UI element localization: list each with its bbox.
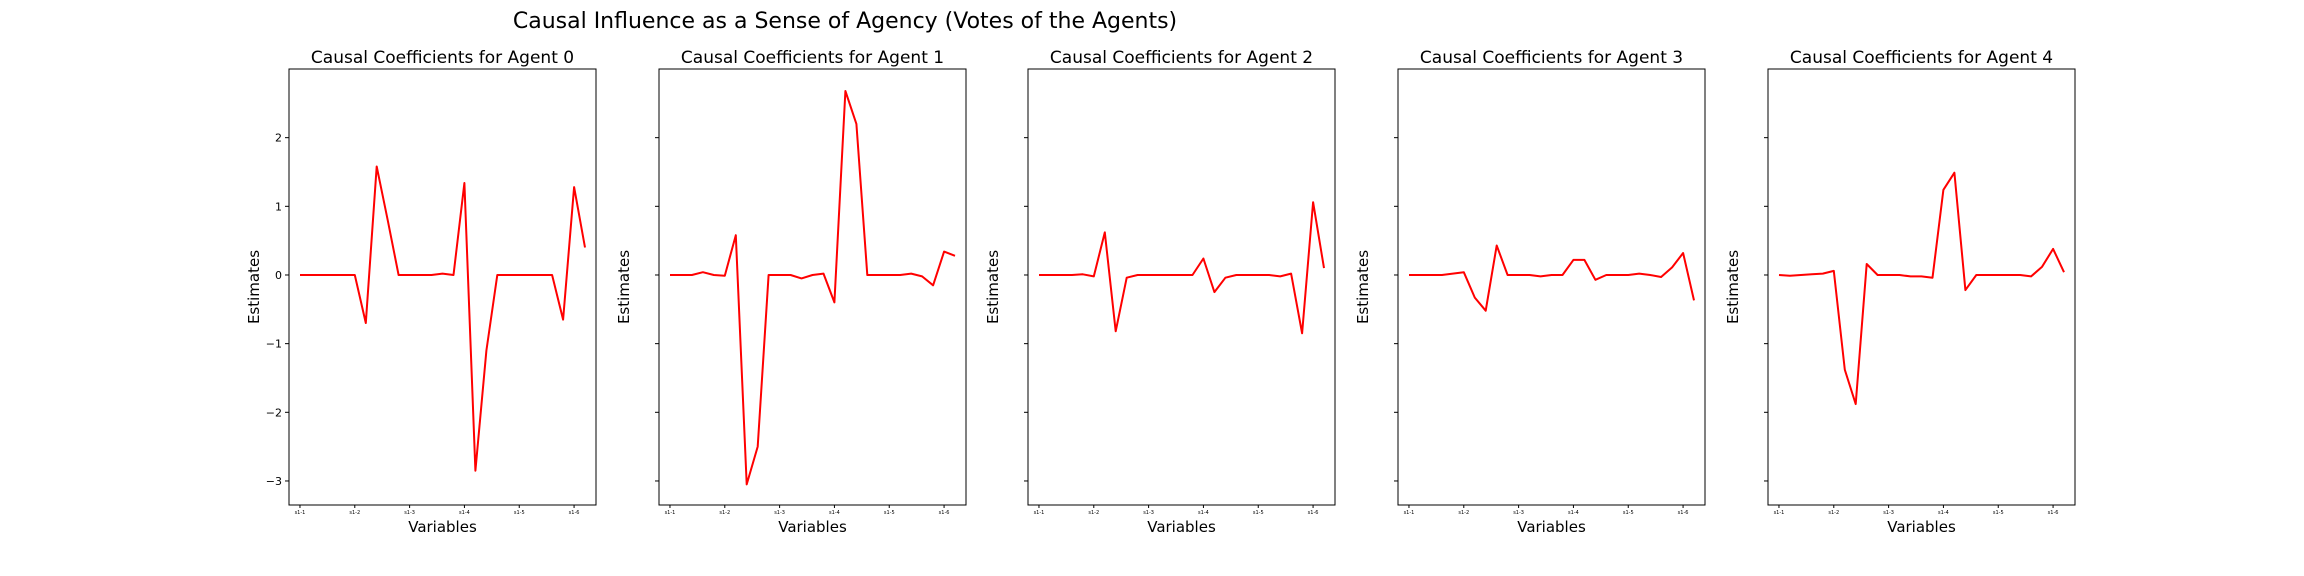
x-tick-label: s1-4 xyxy=(1938,510,1949,516)
x-tick-label: s1-6 xyxy=(2048,510,2059,516)
x-tick-label: s1-6 xyxy=(1678,510,1689,516)
chart-panel-3: Causal Coefficients for Agent 3 s1-1 s1-2 s… xyxy=(1354,48,1706,536)
x-tick-label: s1-2 xyxy=(1828,510,1839,516)
x-tick-label: s1-1 xyxy=(295,510,306,516)
x-tick-label: s1-5 xyxy=(884,510,895,516)
y-tick-label: 0 xyxy=(275,269,282,282)
x-tick-label: s1-3 xyxy=(404,510,415,516)
x-tick-label: s1-6 xyxy=(1308,510,1319,516)
x-tick-label: s1-2 xyxy=(1458,510,1469,516)
x-tick-label: s1-6 xyxy=(939,510,950,516)
chart-panel-2: Causal Coefficients for Agent 2 s1-1 s1-2 s… xyxy=(984,48,1336,536)
x-tick-label: s1-2 xyxy=(349,510,360,516)
plot-frame xyxy=(288,68,597,506)
panels: Causal Coefficients for Agent 0 2 1 0 −1 −2 −3… xyxy=(245,48,2076,536)
figure-title: Causal Influence as a Sense of Agency (V… xyxy=(513,9,1177,34)
y-tick-label: −1 xyxy=(266,338,282,351)
x-tick-label: s1-5 xyxy=(1993,510,2004,516)
x-tick-label: s1-6 xyxy=(569,510,580,516)
plot-frame xyxy=(1027,68,1336,506)
x-axis-label: Variables xyxy=(1517,518,1586,536)
y-axis-label: Estimates xyxy=(1724,250,1742,324)
series-line xyxy=(1039,201,1325,335)
x-tick-label: s1-1 xyxy=(1034,510,1045,516)
x-tick-label: s1-3 xyxy=(1513,510,1524,516)
x-tick-label: s1-1 xyxy=(1404,510,1415,516)
y-tick-label: 1 xyxy=(275,200,282,213)
x-tick-label: s1-4 xyxy=(1198,510,1209,516)
panel-title: Causal Coefficients for Agent 3 xyxy=(1420,48,1683,68)
x-tick-label: s1-3 xyxy=(1883,510,1894,516)
panel-title: Causal Coefficients for Agent 4 xyxy=(1790,48,2053,68)
panel-title: Causal Coefficients for Agent 0 xyxy=(311,48,574,68)
x-tick-label: s1-3 xyxy=(1143,510,1154,516)
y-axis-label: Estimates xyxy=(245,250,263,324)
series-line xyxy=(1409,244,1695,312)
series-line xyxy=(670,90,956,486)
x-axis-label: Variables xyxy=(1147,518,1216,536)
series-line xyxy=(1778,171,2065,406)
y-axis-label: Estimates xyxy=(984,250,1002,324)
y-tick-label: −3 xyxy=(266,475,282,488)
x-axis-label: Variables xyxy=(1887,518,1956,536)
series-line xyxy=(300,165,586,472)
x-tick-label: s1-5 xyxy=(514,510,525,516)
x-tick-label: s1-3 xyxy=(774,510,785,516)
plot-frame xyxy=(658,68,967,506)
x-tick-label: s1-5 xyxy=(1623,510,1634,516)
y-tick-label: −2 xyxy=(266,406,282,419)
panel-title: Causal Coefficients for Agent 2 xyxy=(1050,48,1313,68)
chart-panel-1: Causal Coefficients for Agent 1 s1-1 s1-2 s… xyxy=(615,48,967,536)
chart-panel-0: Causal Coefficients for Agent 0 2 1 0 −1 −2 −3… xyxy=(245,48,597,536)
plot-frame xyxy=(1767,68,2076,506)
x-axis-label: Variables xyxy=(778,518,847,536)
x-tick-label: s1-4 xyxy=(829,510,840,516)
x-axis-label: Variables xyxy=(408,518,477,536)
panel-title: Causal Coefficients for Agent 1 xyxy=(681,48,944,68)
x-tick-label: s1-5 xyxy=(1253,510,1264,516)
x-tick-label: s1-2 xyxy=(719,510,730,516)
x-tick-label: s1-4 xyxy=(459,510,470,516)
y-tick-label: 2 xyxy=(275,132,282,145)
x-tick-label: s1-2 xyxy=(1088,510,1099,516)
chart-panel-4: Causal Coefficients for Agent 4 s1-1 s1-2 s… xyxy=(1724,48,2076,536)
plot-frame xyxy=(1397,68,1706,506)
y-axis-label: Estimates xyxy=(615,250,633,324)
y-axis-label: Estimates xyxy=(1354,250,1372,324)
x-tick-label: s1-1 xyxy=(665,510,676,516)
x-tick-label: s1-1 xyxy=(1774,510,1785,516)
x-tick-label: s1-4 xyxy=(1568,510,1579,516)
